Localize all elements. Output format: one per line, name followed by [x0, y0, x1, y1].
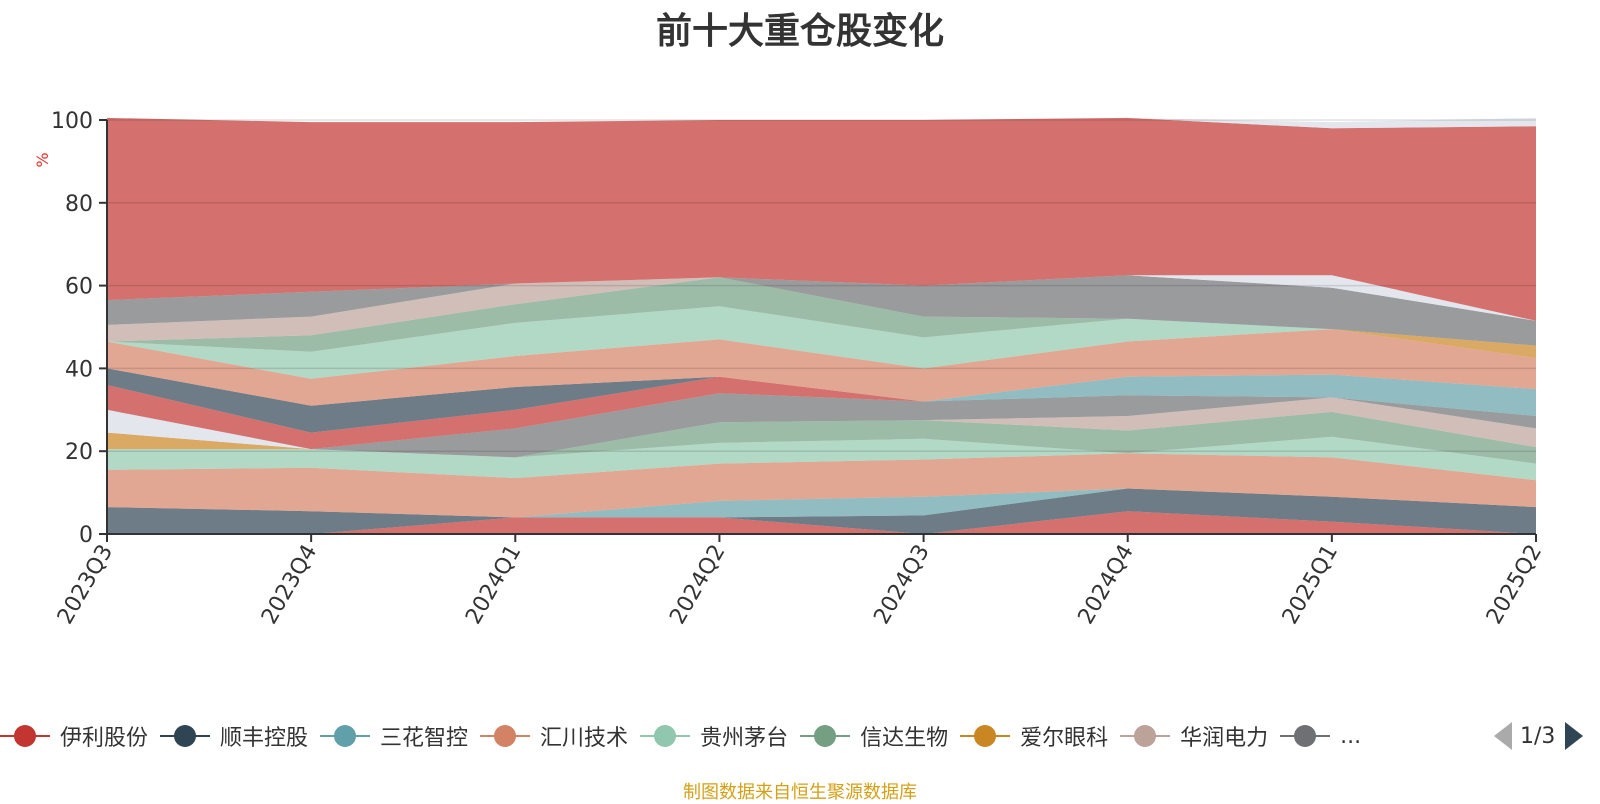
legend-page-indicator: 1/3	[1520, 723, 1556, 749]
legend-label: 信达生物	[860, 726, 949, 751]
y-tick-label: 100	[51, 109, 93, 134]
legend-marker-icon	[0, 724, 50, 748]
legend-label: 顺丰控股	[220, 726, 309, 751]
legend-marker-icon	[960, 724, 1011, 748]
area-series-2[interactable]	[107, 488, 1536, 518]
area-series-9[interactable]	[107, 393, 1536, 450]
x-tick-label: 2025Q2	[1482, 541, 1547, 629]
area-series-15[interactable]	[107, 277, 1536, 359]
area-series-3[interactable]	[107, 453, 1536, 518]
legend-item[interactable]: 顺丰控股	[160, 720, 308, 752]
legend-label: 汇川技术	[540, 726, 629, 751]
legend-item[interactable]: 贵州茅台	[640, 720, 788, 752]
area-series-16[interactable]	[107, 277, 1536, 359]
y-tick-label: 20	[65, 440, 93, 465]
x-tick-label: 2024Q2	[665, 541, 730, 629]
grid-lines	[107, 119, 1536, 452]
area-series-21[interactable]	[107, 117, 1536, 129]
x-tick-label: 2024Q1	[461, 541, 526, 629]
area-series-18[interactable]	[107, 275, 1536, 346]
area-series-1[interactable]	[107, 488, 1536, 535]
y-tick-label: 60	[65, 275, 93, 300]
legend-label: 爱尔眼科	[1020, 726, 1109, 751]
legend-marker-icon	[480, 724, 531, 748]
area-series-5[interactable]	[107, 411, 1536, 464]
area-series-20[interactable]	[107, 117, 1536, 321]
x-tick-label: 2024Q4	[1074, 541, 1139, 629]
y-axis-unit-label: %	[33, 152, 52, 167]
legend-marker-icon	[1280, 724, 1331, 748]
y-tick-label: 80	[65, 192, 93, 217]
legend-label: 华润电力	[1180, 726, 1269, 751]
legend-label: ...	[1340, 723, 1362, 749]
legend-next-page-button[interactable]	[1565, 722, 1584, 750]
x-tick-label: 2023Q4	[257, 541, 322, 629]
legend-item[interactable]: 伊利股份	[0, 720, 148, 752]
area-series-10[interactable]	[107, 376, 1536, 450]
data-source-note: 制图数据来自恒生聚源数据库	[683, 782, 917, 803]
legend-item[interactable]: 信达生物	[800, 720, 948, 752]
legend: 伊利股份 顺丰控股 三花智控 汇川技术 贵州茅台 信达生物 爱尔眼科 华润电力...	[0, 716, 1490, 756]
legend-label: 贵州茅台	[700, 726, 789, 751]
x-tick-label: 2023Q3	[53, 541, 118, 629]
area-series-14[interactable]	[107, 306, 1536, 379]
legend-marker-icon	[800, 724, 851, 748]
legend-marker-icon	[320, 724, 371, 748]
legend-pager: 1/3	[1494, 716, 1600, 756]
legend-prev-page-button[interactable]	[1494, 722, 1512, 750]
y-tick-label: 40	[65, 357, 93, 382]
area-series-4[interactable]	[107, 436, 1536, 481]
legend-item[interactable]: 三花智控	[320, 720, 468, 752]
x-tick-label: 2024Q3	[869, 541, 934, 629]
legend-marker-icon	[640, 724, 691, 748]
y-tick-label: 0	[79, 523, 93, 548]
legend-item[interactable]: 爱尔眼科	[960, 720, 1108, 752]
area-series-8[interactable]	[107, 393, 1536, 458]
area-series-6[interactable]	[107, 397, 1536, 458]
legend-marker-icon	[160, 724, 211, 748]
area-layers	[107, 117, 1536, 535]
legend-label: 三花智控	[380, 726, 469, 751]
area-series-11[interactable]	[107, 368, 1536, 433]
legend-item[interactable]: 汇川技术	[480, 720, 628, 752]
legend-item[interactable]: ...	[1280, 724, 1361, 749]
area-series-13[interactable]	[107, 329, 1536, 406]
chart-title: 前十大重仓股变化	[655, 11, 944, 52]
x-tick-label: 2025Q1	[1278, 541, 1343, 629]
area-series-12[interactable]	[107, 368, 1536, 416]
legend-marker-icon	[1120, 724, 1171, 748]
legend-label: 伊利股份	[60, 726, 149, 751]
area-series-0[interactable]	[107, 511, 1536, 534]
legend-item[interactable]: 华润电力	[1120, 720, 1268, 752]
